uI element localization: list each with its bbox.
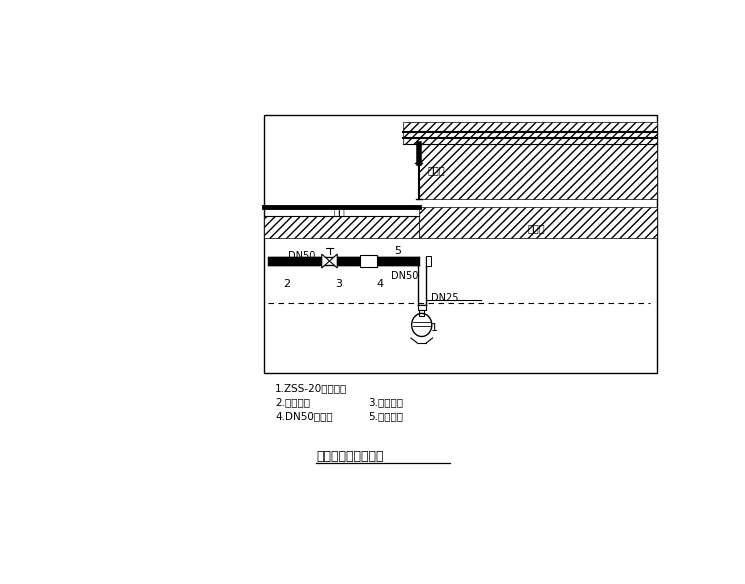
Text: DN25: DN25 — [431, 293, 458, 303]
Text: 大空间: 大空间 — [527, 223, 545, 233]
Text: 2: 2 — [283, 279, 290, 289]
Text: DN50: DN50 — [288, 251, 316, 260]
Text: 系先储: 系先储 — [428, 165, 446, 175]
Bar — [360, 255, 377, 267]
Text: 5: 5 — [394, 246, 401, 256]
Polygon shape — [329, 254, 337, 268]
Polygon shape — [322, 254, 329, 268]
Polygon shape — [264, 217, 419, 238]
Polygon shape — [403, 123, 657, 200]
Text: 3: 3 — [335, 279, 342, 289]
Text: 1: 1 — [431, 323, 438, 333]
Polygon shape — [419, 207, 657, 238]
Bar — [264, 114, 657, 373]
Text: 灭火装置安装示意图: 灭火装置安装示意图 — [317, 450, 384, 463]
Text: 层版: 层版 — [333, 206, 345, 216]
Text: 2.配水支管: 2.配水支管 — [275, 397, 310, 407]
Text: 5.防晃支架: 5.防晃支架 — [368, 411, 403, 421]
Text: DN50: DN50 — [392, 272, 419, 281]
Text: 3.手动闸阀: 3.手动闸阀 — [368, 397, 403, 407]
Bar — [418, 305, 425, 310]
Bar — [419, 310, 424, 316]
Text: 4: 4 — [376, 279, 383, 289]
Text: 4.DN50电磁阀: 4.DN50电磁阀 — [275, 411, 333, 421]
Text: 1.ZSS-20灭火装置: 1.ZSS-20灭火装置 — [275, 383, 347, 393]
Bar — [426, 256, 431, 266]
